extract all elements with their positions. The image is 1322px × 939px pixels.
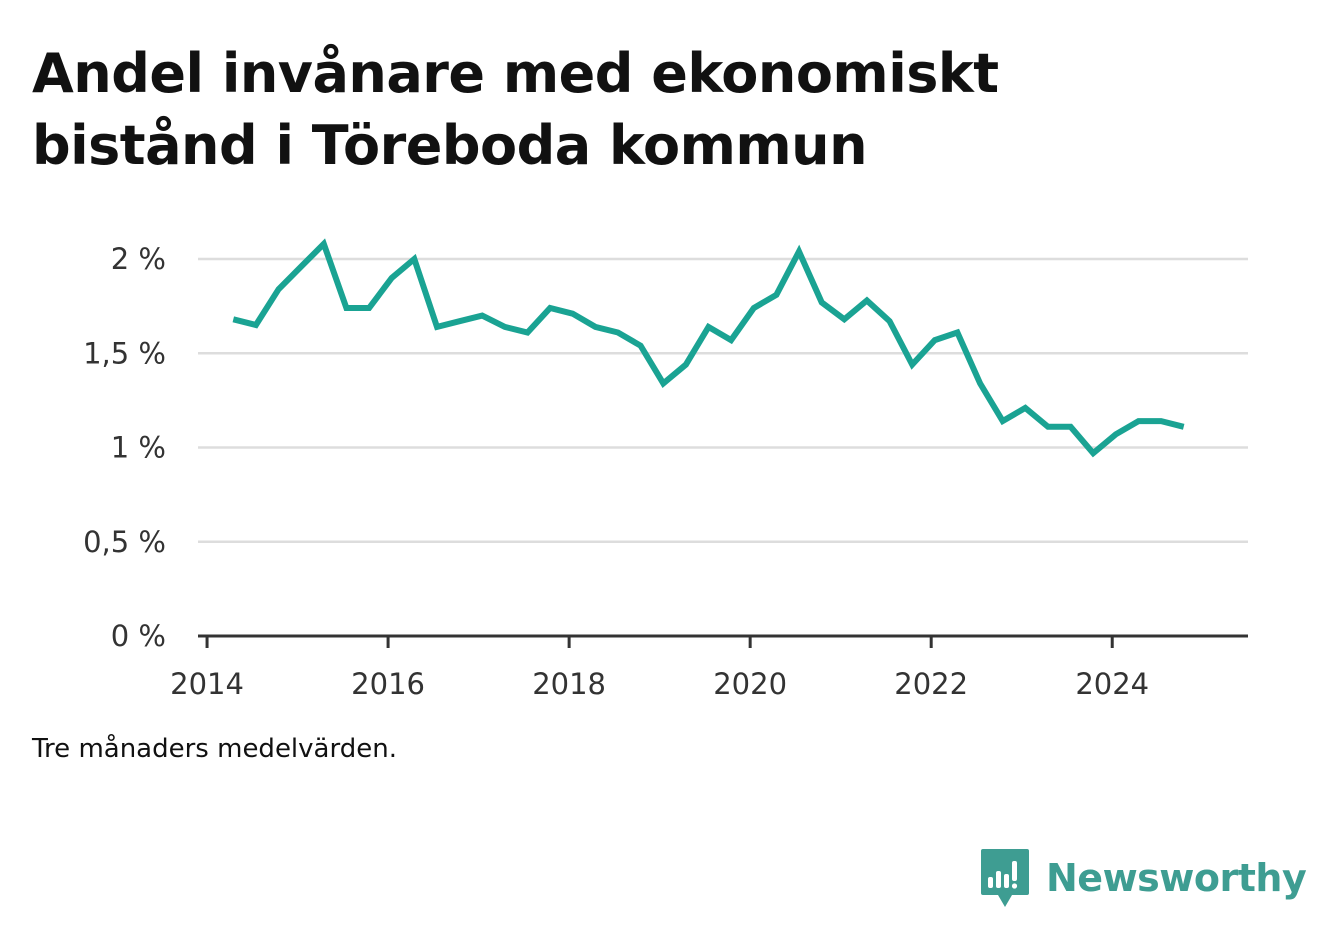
y-tick-label: 0,5 % bbox=[83, 525, 166, 559]
y-tick-label: 0 % bbox=[111, 619, 166, 653]
x-tick-label: 2016 bbox=[351, 667, 425, 701]
brand-name: Newsworthy bbox=[1046, 856, 1307, 900]
y-tick-label: 2 % bbox=[111, 242, 166, 276]
x-axis bbox=[198, 634, 1248, 648]
x-tick-label: 2014 bbox=[170, 667, 244, 701]
series-line bbox=[232, 238, 1185, 458]
x-tick-label: 2024 bbox=[1075, 667, 1149, 701]
bar-chart-speech-bubble-icon bbox=[981, 849, 1029, 907]
x-axis-labels: 2014 2016 2018 2020 2022 2024 bbox=[170, 667, 1149, 701]
x-tick-label: 2018 bbox=[532, 667, 606, 701]
brand-logo[interactable]: Newsworthy bbox=[980, 846, 1307, 910]
chart-title: Andel invånare med ekonomiskt bistånd i … bbox=[32, 42, 999, 177]
y-axis-labels: 0 % 0,5 % 1 % 1,5 % 2 % bbox=[83, 242, 166, 653]
series-layer bbox=[232, 238, 1185, 458]
y-tick-label: 1,5 % bbox=[83, 336, 166, 370]
x-tick-label: 2022 bbox=[894, 667, 968, 701]
grid-lines bbox=[198, 257, 1248, 543]
y-tick-label: 1 % bbox=[111, 431, 166, 465]
chart-caption: Tre månaders medelvärden. bbox=[32, 734, 397, 764]
x-tick-label: 2020 bbox=[713, 667, 787, 701]
